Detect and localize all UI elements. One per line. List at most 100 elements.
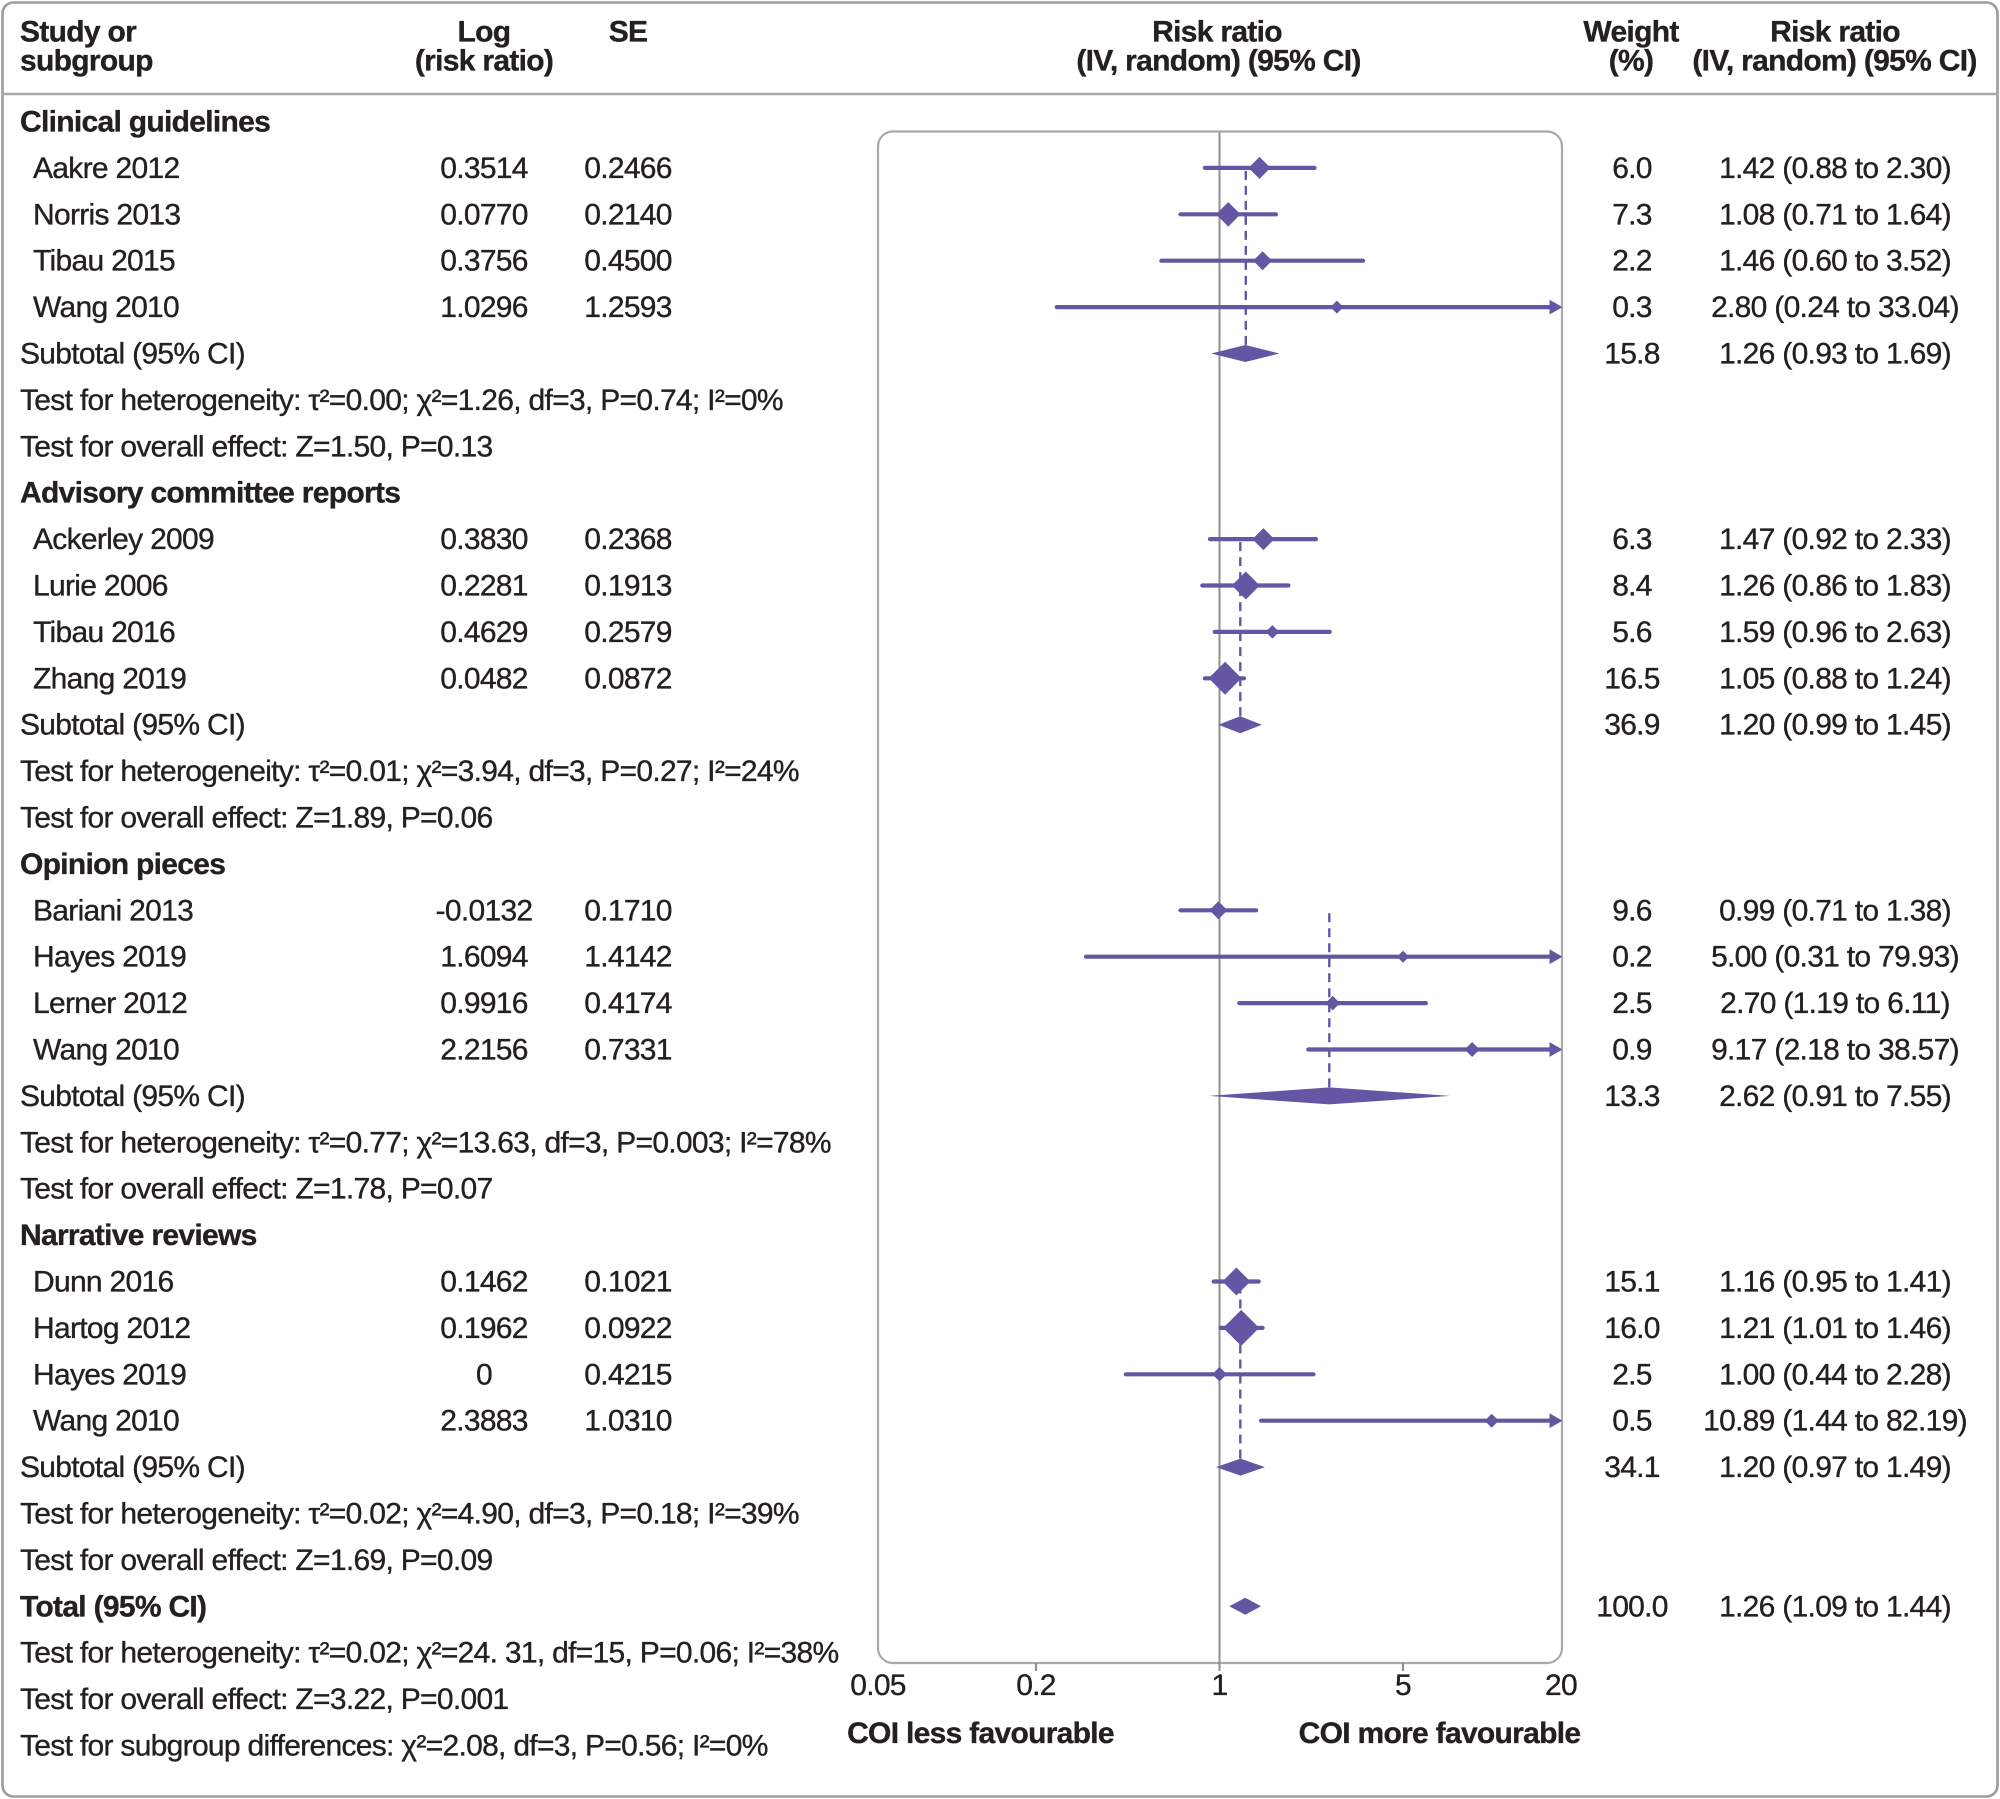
svg-text:0.0922: 0.0922 [584, 1312, 672, 1345]
svg-text:2.5: 2.5 [1612, 1358, 1652, 1391]
svg-text:1.05 (0.88 to 1.24): 1.05 (0.88 to 1.24) [1719, 662, 1951, 695]
svg-text:0.7331: 0.7331 [584, 1034, 672, 1067]
svg-text:1.0296: 1.0296 [440, 291, 528, 324]
svg-text:Aakre 2012: Aakre 2012 [33, 152, 179, 185]
svg-text:0.9916: 0.9916 [440, 987, 528, 1020]
svg-text:0.3830: 0.3830 [440, 523, 528, 556]
svg-text:0.0770: 0.0770 [440, 198, 528, 231]
svg-text:0.4174: 0.4174 [584, 987, 672, 1020]
svg-text:0.2: 0.2 [1612, 941, 1652, 974]
svg-text:(IV, random) (95% CI): (IV, random) (95% CI) [1076, 45, 1360, 78]
svg-text:COI less favourable: COI less favourable [847, 1717, 1114, 1750]
svg-text:1.59 (0.96 to 2.63): 1.59 (0.96 to 2.63) [1719, 616, 1951, 649]
svg-text:1.47 (0.92 to 2.33): 1.47 (0.92 to 2.33) [1719, 523, 1951, 556]
svg-text:1.0310: 1.0310 [584, 1405, 672, 1438]
svg-text:20: 20 [1545, 1669, 1577, 1702]
svg-text:0.1913: 0.1913 [584, 570, 672, 603]
svg-text:5: 5 [1395, 1669, 1411, 1702]
svg-text:0.4500: 0.4500 [584, 245, 672, 278]
svg-text:Hayes 2019: Hayes 2019 [33, 1358, 186, 1391]
svg-text:1.20 (0.97 to 1.49): 1.20 (0.97 to 1.49) [1719, 1451, 1951, 1484]
svg-text:1.42 (0.88 to 2.30): 1.42 (0.88 to 2.30) [1719, 152, 1951, 185]
svg-text:2.80 (0.24 to 33.04): 2.80 (0.24 to 33.04) [1711, 291, 1959, 324]
svg-text:Clinical guidelines: Clinical guidelines [20, 106, 270, 139]
svg-text:1.16 (0.95 to 1.41): 1.16 (0.95 to 1.41) [1719, 1266, 1951, 1299]
svg-text:0.2368: 0.2368 [584, 523, 672, 556]
svg-text:Test for overall effect: Z=1.5: Test for overall effect: Z=1.50, P=0.13 [20, 430, 492, 463]
svg-text:0.0872: 0.0872 [584, 662, 672, 695]
svg-text:0.4215: 0.4215 [584, 1358, 672, 1391]
svg-text:Test for heterogeneity: τ²=0.0: Test for heterogeneity: τ²=0.00; χ²=1.26… [20, 384, 783, 417]
svg-text:7.3: 7.3 [1612, 198, 1652, 231]
svg-text:Weight: Weight [1583, 16, 1679, 49]
svg-text:0.1962: 0.1962 [440, 1312, 528, 1345]
svg-text:5.6: 5.6 [1612, 616, 1652, 649]
svg-text:1.4142: 1.4142 [584, 941, 672, 974]
svg-text:0.05: 0.05 [850, 1669, 906, 1702]
svg-text:(risk ratio): (risk ratio) [415, 45, 553, 78]
svg-text:Log: Log [458, 16, 511, 49]
svg-text:15.8: 15.8 [1604, 338, 1660, 371]
svg-text:SE: SE [609, 16, 648, 49]
svg-text:1.00 (0.44 to 2.28): 1.00 (0.44 to 2.28) [1719, 1358, 1951, 1391]
svg-text:Test for heterogeneity: τ²=0.0: Test for heterogeneity: τ²=0.02; χ²=4.90… [20, 1498, 799, 1531]
svg-text:0.1021: 0.1021 [584, 1266, 672, 1299]
svg-text:Test for overall effect: Z=1.7: Test for overall effect: Z=1.78, P=0.07 [20, 1173, 492, 1206]
svg-text:1.2593: 1.2593 [584, 291, 672, 324]
svg-text:Test for overall effect: Z=3.2: Test for overall effect: Z=3.22, P=0.001 [20, 1683, 508, 1716]
svg-text:Hayes 2019: Hayes 2019 [33, 941, 186, 974]
svg-text:-0.0132: -0.0132 [436, 894, 533, 927]
svg-text:Study or: Study or [20, 16, 137, 49]
svg-text:Opinion pieces: Opinion pieces [20, 848, 225, 881]
svg-text:100.0: 100.0 [1596, 1590, 1668, 1623]
svg-text:Test for heterogeneity: τ²=0.0: Test for heterogeneity: τ²=0.02; χ²=24. … [20, 1637, 839, 1670]
svg-text:(%): (%) [1609, 45, 1654, 78]
svg-text:34.1: 34.1 [1604, 1451, 1660, 1484]
svg-text:0.2: 0.2 [1016, 1669, 1056, 1702]
svg-text:Wang 2010: Wang 2010 [33, 291, 179, 324]
svg-text:0.3: 0.3 [1612, 291, 1652, 324]
svg-text:2.70 (1.19 to 6.11): 2.70 (1.19 to 6.11) [1720, 987, 1950, 1020]
svg-text:Tibau 2016: Tibau 2016 [33, 616, 175, 649]
svg-text:6.3: 6.3 [1612, 523, 1652, 556]
svg-text:16.0: 16.0 [1604, 1312, 1660, 1345]
svg-text:Lurie 2006: Lurie 2006 [33, 570, 168, 603]
svg-text:1.08 (0.71 to 1.64): 1.08 (0.71 to 1.64) [1719, 198, 1951, 231]
svg-text:0.1710: 0.1710 [584, 894, 672, 927]
svg-text:6.0: 6.0 [1612, 152, 1652, 185]
svg-text:0.2579: 0.2579 [584, 616, 672, 649]
svg-text:Test for heterogeneity: τ²=0.7: Test for heterogeneity: τ²=0.77; χ²=13.6… [20, 1126, 831, 1159]
svg-text:16.5: 16.5 [1604, 662, 1660, 695]
svg-text:Test for heterogeneity: τ²=0.0: Test for heterogeneity: τ²=0.01; χ²=3.94… [20, 755, 799, 788]
svg-text:Risk ratio: Risk ratio [1152, 16, 1282, 49]
svg-text:subgroup: subgroup [20, 45, 153, 78]
svg-text:0.3756: 0.3756 [440, 245, 528, 278]
svg-text:0.9: 0.9 [1612, 1034, 1652, 1067]
svg-text:0: 0 [476, 1358, 492, 1391]
svg-text:Wang 2010: Wang 2010 [33, 1034, 179, 1067]
svg-text:Subtotal (95% CI): Subtotal (95% CI) [20, 338, 245, 371]
svg-text:0.4629: 0.4629 [440, 616, 528, 649]
svg-text:1.20 (0.99 to 1.45): 1.20 (0.99 to 1.45) [1719, 709, 1951, 742]
svg-text:0.3514: 0.3514 [440, 152, 528, 185]
svg-text:Lerner 2012: Lerner 2012 [33, 987, 187, 1020]
svg-text:Test for subgroup differences:: Test for subgroup differences: χ²=2.08, … [20, 1730, 768, 1763]
svg-text:Norris 2013: Norris 2013 [33, 198, 180, 231]
svg-text:2.3883: 2.3883 [440, 1405, 528, 1438]
svg-text:5.00 (0.31 to 79.93): 5.00 (0.31 to 79.93) [1711, 941, 1959, 974]
svg-text:13.3: 13.3 [1604, 1080, 1660, 1113]
svg-text:Test for overall effect: Z=1.8: Test for overall effect: Z=1.89, P=0.06 [20, 802, 492, 835]
svg-text:0.99 (0.71 to 1.38): 0.99 (0.71 to 1.38) [1719, 894, 1951, 927]
svg-text:10.89 (1.44 to 82.19): 10.89 (1.44 to 82.19) [1703, 1405, 1967, 1438]
svg-text:Wang 2010: Wang 2010 [33, 1405, 179, 1438]
svg-text:Narrative reviews: Narrative reviews [20, 1219, 257, 1252]
svg-text:1.26 (0.93 to 1.69): 1.26 (0.93 to 1.69) [1719, 338, 1951, 371]
svg-text:36.9: 36.9 [1604, 709, 1660, 742]
svg-text:Test for overall effect: Z=1.6: Test for overall effect: Z=1.69, P=0.09 [20, 1544, 492, 1577]
svg-text:Dunn 2016: Dunn 2016 [33, 1266, 174, 1299]
svg-text:Hartog 2012: Hartog 2012 [33, 1312, 190, 1345]
svg-text:2.62 (0.91 to 7.55): 2.62 (0.91 to 7.55) [1719, 1080, 1951, 1113]
svg-text:(IV, random) (95% CI): (IV, random) (95% CI) [1692, 45, 1976, 78]
svg-text:2.2: 2.2 [1612, 245, 1652, 278]
svg-text:9.17 (2.18 to 38.57): 9.17 (2.18 to 38.57) [1711, 1034, 1959, 1067]
